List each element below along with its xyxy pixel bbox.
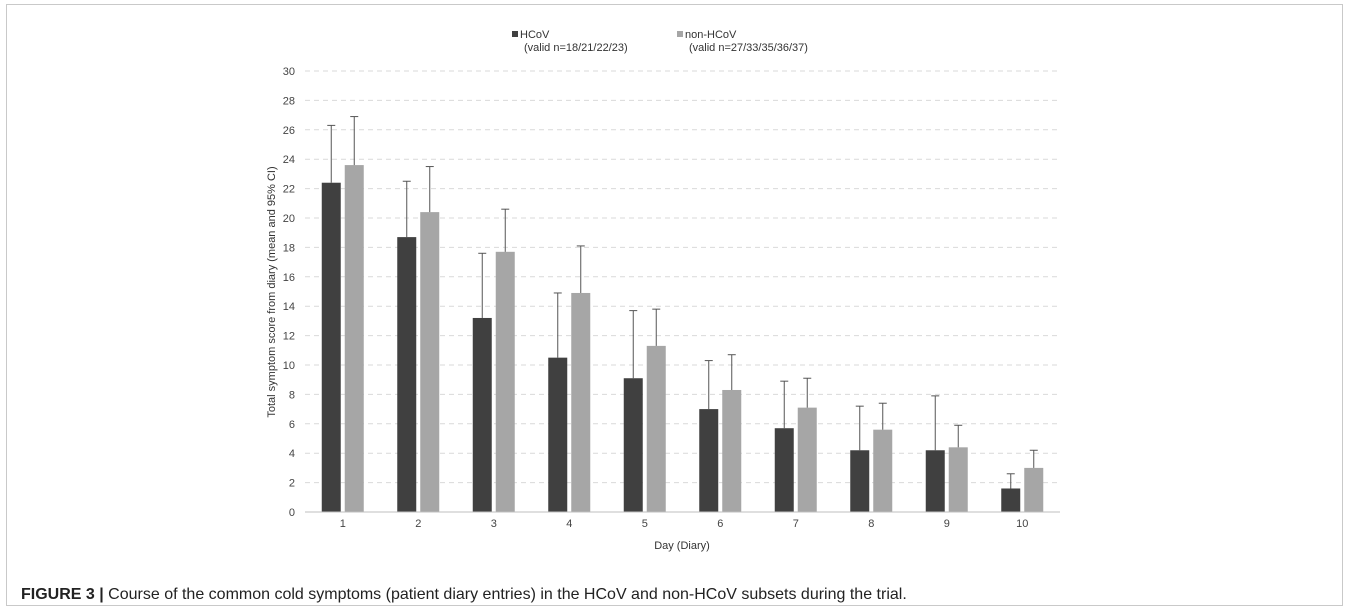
x-tick-label: 6 [717, 518, 723, 530]
x-tick-label: 3 [491, 518, 497, 530]
bar-nonhcov [873, 429, 893, 512]
legend-label-nonhcov: non-HCoV [685, 29, 737, 41]
bar-nonhcov [722, 389, 742, 512]
bar-nonhcov [420, 212, 440, 512]
bar-hcov [774, 428, 794, 512]
legend: HCoV (valid n=18/21/22/23) non-HCoV (val… [512, 29, 808, 54]
x-tick-label: 4 [566, 518, 572, 530]
x-tick-label: 8 [868, 518, 874, 530]
x-tick-label: 2 [415, 518, 421, 530]
grid-lines [305, 70, 1060, 484]
y-tick-label: 16 [283, 272, 295, 284]
y-tick-label: 22 [283, 184, 295, 196]
bar-nonhcov [571, 292, 591, 512]
y-axis-title: Total symptom score from diary (mean and… [266, 166, 278, 417]
legend-note-hcov: (valid n=18/21/22/23) [524, 42, 628, 54]
x-tick-label: 9 [944, 518, 950, 530]
caption-label: FIGURE 3 | [21, 586, 104, 603]
bar-hcov [548, 357, 568, 512]
y-tick-label: 24 [283, 154, 295, 166]
bar-hcov [321, 182, 341, 512]
y-tick-label: 14 [283, 301, 295, 313]
y-tick-label: 28 [283, 95, 295, 107]
bar-nonhcov [948, 447, 968, 512]
y-tick-label: 18 [283, 242, 295, 254]
y-tick-label: 8 [289, 389, 295, 401]
y-tick-label: 6 [289, 419, 295, 431]
bar-nonhcov [1024, 467, 1044, 512]
bar-hcov [623, 378, 643, 512]
y-tick-label: 20 [283, 213, 295, 225]
bar-hcov [925, 450, 945, 512]
bar-hcov [850, 450, 870, 512]
y-tick-label: 0 [289, 507, 295, 519]
legend-note-nonhcov: (valid n=27/33/35/36/37) [689, 42, 808, 54]
x-tick-label: 10 [1016, 518, 1028, 530]
x-tick-label: 1 [340, 518, 346, 530]
bars [321, 116, 1044, 513]
legend-swatch-nonhcov [677, 31, 683, 37]
bar-hcov [397, 237, 417, 513]
x-axis-title: Day (Diary) [654, 540, 710, 552]
bar-nonhcov [495, 251, 515, 512]
bar-hcov [1001, 488, 1021, 512]
y-tick-label: 10 [283, 360, 295, 372]
bar-nonhcov [797, 407, 817, 512]
legend-label-hcov: HCoV [520, 29, 550, 41]
bar-nonhcov [344, 165, 364, 512]
x-tick-label: 5 [642, 518, 648, 530]
bar-hcov [472, 317, 492, 512]
figure-frame [6, 4, 1343, 606]
figure-caption: FIGURE 3 | Course of the common cold sym… [21, 586, 907, 604]
x-tick-label: 7 [793, 518, 799, 530]
y-tick-label: 4 [289, 448, 295, 460]
y-tick-label: 26 [283, 125, 295, 137]
caption-text: Course of the common cold symptoms (pati… [108, 586, 907, 603]
bar-hcov [699, 409, 719, 512]
y-tick-label: 30 [283, 66, 295, 78]
bar-nonhcov [646, 345, 666, 512]
y-tick-label: 12 [283, 331, 295, 343]
y-tick-label: 2 [289, 478, 295, 490]
legend-swatch-hcov [512, 31, 518, 37]
